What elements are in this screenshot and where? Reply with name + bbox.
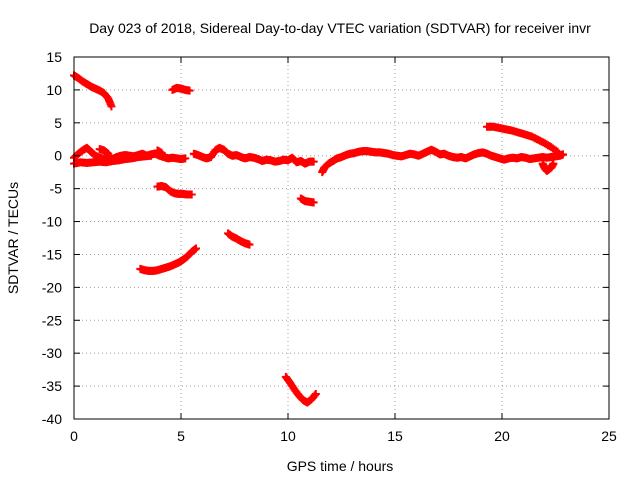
y-axis-label: SDTVAR / TECUs — [5, 182, 21, 294]
data-point — [104, 149, 113, 158]
data-point — [187, 190, 196, 199]
y-tick-label: 15 — [46, 49, 62, 65]
data-point — [191, 244, 200, 253]
y-tick-label: -30 — [42, 345, 62, 361]
y-tick-labels: 15 10 5 0 -5 -10 -15 -20 -25 -30 -35 -40 — [42, 49, 62, 427]
y-tick-label: -35 — [42, 378, 62, 394]
data-point — [558, 150, 567, 159]
data-point — [185, 86, 194, 95]
data-point — [181, 154, 190, 163]
x-tick-labels: 0 5 10 15 20 25 — [70, 428, 617, 444]
data-point — [147, 151, 156, 160]
x-tick-label: 10 — [280, 428, 296, 444]
plot-frame — [73, 56, 610, 420]
data-point — [309, 198, 318, 207]
chart-title: Day 023 of 2018, Sidereal Day-to-day VTE… — [89, 20, 591, 36]
data-point — [107, 102, 116, 111]
x-tick-label: 5 — [177, 428, 185, 444]
y-tick-label: 5 — [54, 115, 62, 131]
data-point — [309, 157, 318, 166]
data-point — [157, 149, 166, 158]
data-point — [245, 240, 254, 249]
y-tick-label: 0 — [54, 148, 62, 164]
data-point — [549, 159, 558, 168]
y-tick-label: -20 — [42, 279, 62, 295]
grid-lines — [74, 57, 609, 419]
data-point — [310, 391, 319, 400]
y-tick-label: -15 — [42, 246, 62, 262]
y-tick-label: -10 — [42, 214, 62, 230]
data-point — [311, 389, 320, 398]
x-tick-label: 20 — [494, 428, 510, 444]
x-tick-label: 25 — [601, 428, 617, 444]
y-tick-label: -25 — [42, 312, 62, 328]
y-tick-label: -40 — [42, 411, 62, 427]
x-tick-label: 15 — [387, 428, 403, 444]
data-points — [70, 71, 567, 407]
x-axis-label: GPS time / hours — [287, 458, 394, 474]
axis-ticks — [73, 56, 610, 420]
y-tick-label: 10 — [46, 82, 62, 98]
x-tick-label: 0 — [70, 428, 78, 444]
y-tick-label: -5 — [50, 181, 63, 197]
